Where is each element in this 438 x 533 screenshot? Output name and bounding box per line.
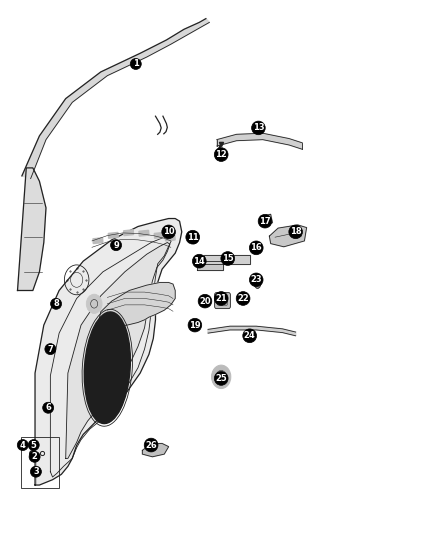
Circle shape: [219, 374, 224, 380]
Text: 9: 9: [113, 241, 119, 249]
Text: 8: 8: [53, 300, 59, 308]
Circle shape: [212, 365, 231, 389]
Polygon shape: [66, 243, 170, 458]
Text: 19: 19: [189, 321, 201, 329]
Text: 3: 3: [33, 467, 39, 476]
FancyBboxPatch shape: [215, 293, 230, 309]
Text: 5: 5: [31, 441, 37, 449]
Circle shape: [86, 294, 102, 313]
Text: 18: 18: [290, 228, 301, 236]
Bar: [139, 230, 149, 236]
Polygon shape: [35, 219, 182, 485]
Text: 22: 22: [237, 294, 249, 303]
Text: 24: 24: [244, 332, 255, 340]
Text: 21: 21: [215, 294, 227, 303]
Text: 2: 2: [32, 453, 38, 461]
Text: 15: 15: [222, 254, 233, 263]
Bar: [108, 232, 118, 238]
Text: 7: 7: [47, 345, 53, 353]
Bar: [21, 437, 59, 488]
Bar: [154, 232, 164, 238]
Text: 4: 4: [20, 441, 26, 449]
Polygon shape: [269, 225, 307, 247]
Ellipse shape: [254, 274, 261, 288]
Text: 25: 25: [215, 374, 227, 383]
Text: 6: 6: [45, 403, 51, 412]
Polygon shape: [99, 282, 175, 326]
Text: 11: 11: [187, 233, 198, 241]
Text: 16: 16: [251, 244, 262, 252]
Polygon shape: [18, 168, 46, 290]
Polygon shape: [217, 133, 302, 149]
Polygon shape: [22, 19, 209, 179]
Text: 20: 20: [199, 297, 211, 305]
Polygon shape: [208, 326, 296, 336]
Text: 23: 23: [251, 276, 262, 284]
Bar: [124, 230, 134, 236]
Bar: [93, 238, 103, 244]
Polygon shape: [204, 255, 250, 264]
Text: 26: 26: [145, 441, 157, 449]
Polygon shape: [261, 214, 272, 225]
Text: 17: 17: [259, 217, 271, 225]
FancyBboxPatch shape: [218, 296, 227, 305]
Polygon shape: [197, 261, 223, 270]
Text: 1: 1: [133, 60, 139, 68]
Text: 14: 14: [194, 257, 205, 265]
Ellipse shape: [84, 312, 131, 424]
Text: 13: 13: [253, 124, 264, 132]
Text: 12: 12: [215, 150, 227, 159]
Text: 10: 10: [163, 228, 174, 236]
Bar: [165, 235, 175, 241]
Polygon shape: [142, 443, 169, 457]
Bar: [166, 227, 172, 233]
